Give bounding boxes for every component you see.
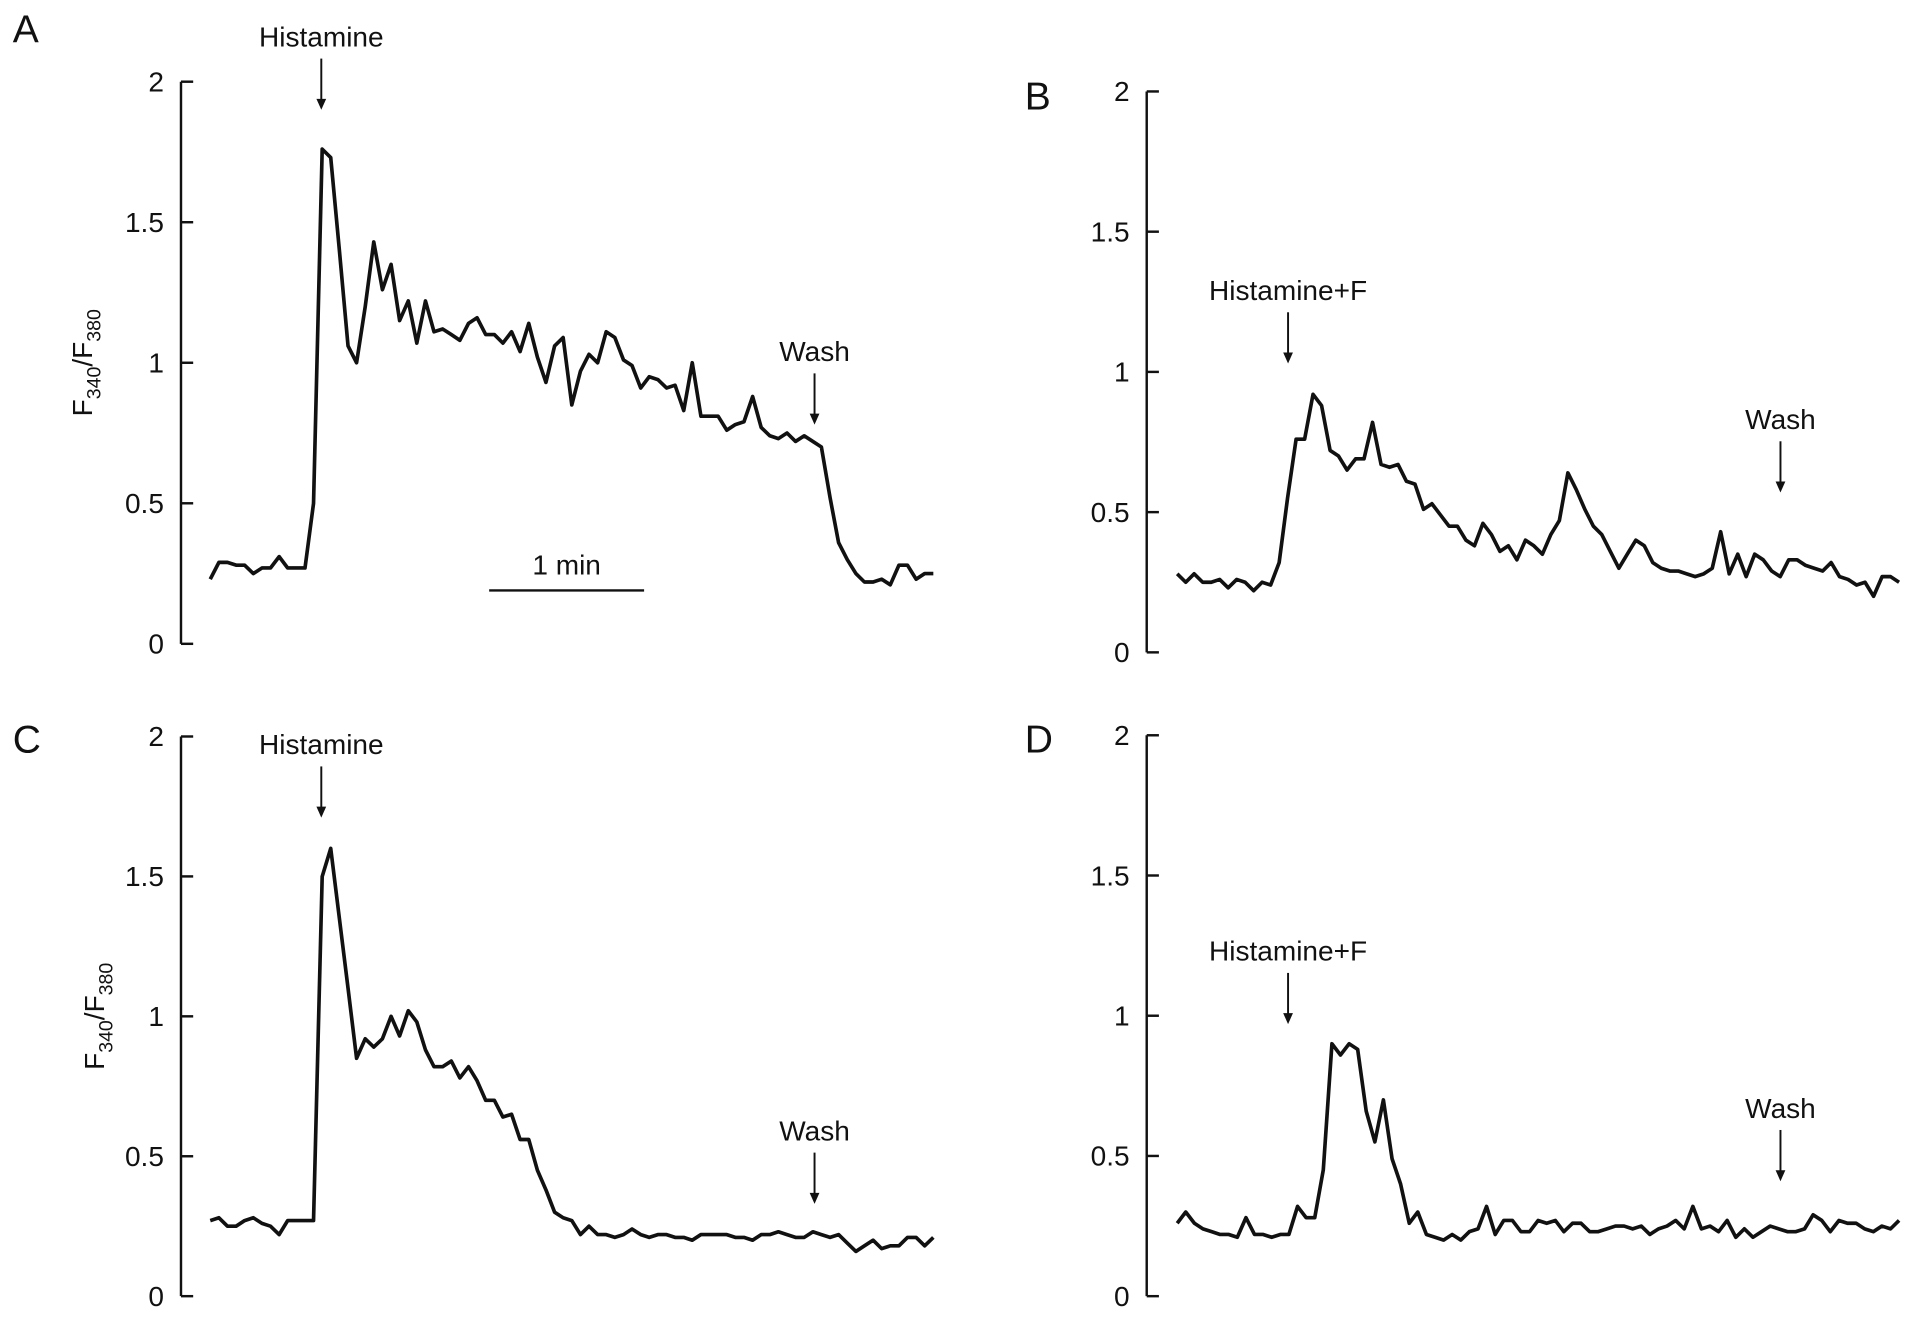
y-axis-label-main1: F <box>79 1053 110 1070</box>
panel-letter: B <box>1025 76 1051 119</box>
ratio-trace <box>1175 392 1901 599</box>
arrowhead-icon <box>1283 1013 1293 1025</box>
annotation-wash: Wash <box>779 1115 850 1146</box>
arrowhead-icon <box>1775 1170 1786 1182</box>
y-axis-label-sub2: 380 <box>96 963 118 996</box>
annotation-histamine: Histamine <box>259 729 384 760</box>
annotation-wash: Wash <box>779 336 850 367</box>
y-tick-label: 2 <box>148 66 164 97</box>
annotation-histamine-f: Histamine+F <box>1209 275 1367 306</box>
ratio-trace <box>208 147 934 587</box>
panel-d: D 0 0.5 1 1.5 2 Histamine+F Wash <box>1025 718 1901 1312</box>
panel-letter: A <box>13 9 39 52</box>
arrowhead-icon <box>809 413 820 425</box>
y-tick-label: 0 <box>148 629 164 660</box>
y-axis-label-main2: /F <box>79 995 110 1020</box>
y-tick-label: 0.5 <box>1091 1141 1130 1172</box>
panel-b: B 0 0.5 1 1.5 2 Histamine+F Wash <box>1025 76 1901 668</box>
annotation-histamine: Histamine <box>259 21 384 52</box>
y-tick-label: 1.5 <box>1091 216 1130 247</box>
arrowhead-icon <box>316 806 327 818</box>
y-tick-label: 2 <box>148 721 164 752</box>
scale-bar-label: 1 min <box>532 550 601 581</box>
y-tick-label: 1.5 <box>125 207 164 238</box>
panel-c: C 0 0.5 1 1.5 2 F340/F380 Histamine Wash <box>13 718 935 1312</box>
arrowhead-icon <box>316 98 327 110</box>
y-axis-label-main2: /F <box>67 342 98 367</box>
panel-a: A 0 0.5 1 1.5 2 F340/F380 Histamine Wash 1 min <box>13 9 934 660</box>
y-tick-label: 2 <box>1114 720 1130 751</box>
y-tick-label: 1 <box>148 1001 164 1032</box>
y-tick-label: 1.5 <box>125 861 164 892</box>
annotation-histamine-f: Histamine+F <box>1209 936 1367 967</box>
y-tick-label: 1 <box>148 348 164 379</box>
y-axis-label: F340/F380 <box>67 309 106 416</box>
ratio-trace <box>1175 1041 1901 1242</box>
y-tick-label: 1 <box>1114 357 1130 388</box>
y-tick-label: 1 <box>1114 1000 1130 1031</box>
y-axis-label: F340/F380 <box>79 963 118 1070</box>
y-axis-label-sub1: 340 <box>84 367 106 400</box>
y-axis-label-sub1: 340 <box>96 1020 118 1053</box>
annotation-wash: Wash <box>1745 404 1816 435</box>
arrowhead-icon <box>1775 481 1786 493</box>
panel-letter: D <box>1025 718 1053 761</box>
y-tick-label: 0 <box>1114 637 1130 668</box>
y-tick-label: 0 <box>1114 1281 1130 1312</box>
arrowhead-icon <box>809 1192 820 1204</box>
annotation-wash: Wash <box>1745 1093 1816 1124</box>
y-axis-label-sub2: 380 <box>84 309 106 342</box>
y-tick-label: 0.5 <box>125 488 164 519</box>
y-tick-label: 0 <box>148 1281 164 1312</box>
arrowhead-icon <box>1283 352 1293 364</box>
ratio-trace <box>209 846 935 1254</box>
y-axis-label-main1: F <box>67 399 98 416</box>
y-tick-label: 1.5 <box>1091 860 1130 891</box>
y-tick-label: 2 <box>1114 76 1130 107</box>
panel-letter: C <box>13 718 41 761</box>
y-tick-label: 0.5 <box>1091 497 1130 528</box>
y-tick-label: 0.5 <box>125 1141 164 1172</box>
